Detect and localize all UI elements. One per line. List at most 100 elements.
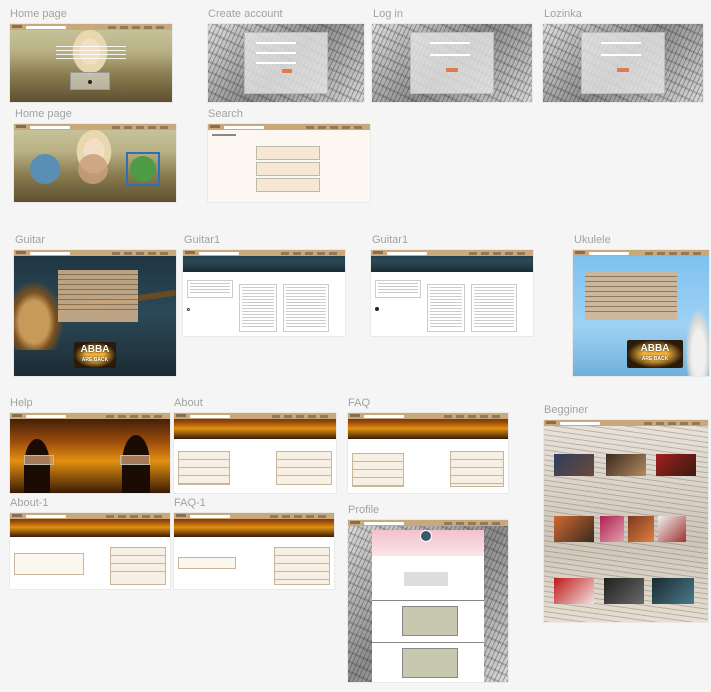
frame-label: Log in [373,8,403,20]
saved-list [402,648,458,678]
video-thumbnail [656,454,696,476]
frame-label: Guitar1 [372,234,409,246]
nav-bar [14,124,176,130]
nav-bar [174,513,334,519]
video-thumbnail [554,516,594,542]
heart-icon [187,308,190,311]
abba-banner: ABBA ARE BACK [74,342,116,368]
thumb-begginer[interactable] [544,420,708,622]
thumb-faq-1[interactable] [174,513,334,589]
video-thumbnail [606,454,646,476]
tab-sheet [283,284,329,332]
thumb-guitar1-b[interactable] [371,250,533,336]
video-thumbnail [554,454,594,476]
content-box [404,572,448,586]
frame-label: Profile [348,504,380,516]
frame-label: About-1 [10,497,49,509]
thumb-home-page-2[interactable] [14,124,176,202]
video-thumbnail [628,516,654,542]
heart-filled-icon [375,307,379,311]
result-row [256,178,320,192]
thumb-search[interactable] [208,124,370,202]
thumb-about-1[interactable] [10,513,170,589]
faq-list [178,451,230,485]
thumb-about[interactable] [174,413,336,493]
saved-list [402,606,458,636]
hero-text [56,46,126,60]
thumb-guitar1-a[interactable] [183,250,345,336]
nav-bar [544,420,708,426]
song-list [58,270,138,322]
abba-line2: ARE BACK [641,356,669,362]
frame-label: Home page [10,8,67,20]
frame-label: Guitar [15,234,45,246]
abba-line1: ABBA [640,343,670,354]
faq-list [450,451,504,487]
selection-box [126,152,160,186]
tab-sheet [471,284,517,332]
video-thumbnail [604,578,644,604]
nav-bar [573,250,709,256]
chord-diagram [187,280,233,298]
guitar-body [14,280,64,350]
chord-diagram [375,280,421,298]
silhouette [24,439,50,493]
nav-bar [208,124,370,130]
video-thumbnail [658,516,686,542]
ukulele-circle [78,154,108,184]
thumb-log-in[interactable] [372,24,532,102]
frame-label: FAQ-1 [174,497,206,509]
frame-label: About [174,397,203,409]
contact-box [14,553,84,575]
answer-box [178,557,236,569]
video-thumbnail [600,516,624,542]
thumb-guitar[interactable]: ABBA ARE BACK [14,250,176,376]
about-button [24,455,54,465]
nav-bar [14,250,176,256]
faq-list [274,547,330,585]
video-thumbnail [554,578,594,604]
frame-label: Help [10,397,33,409]
nav-bar [10,413,170,419]
song-list [585,272,677,320]
results-label [212,134,236,136]
hero-person [50,30,130,102]
thumb-ukulele[interactable]: ABBA ARE BACK [573,250,709,376]
faq-list [110,547,166,585]
faq-list [276,451,332,485]
music-note-icon [88,80,92,84]
frame-label: FAQ [348,397,371,409]
abba-line1: ABBA [80,344,110,355]
frame-label: Begginer [544,404,589,416]
nav-bar [348,413,508,419]
abba-line2: ARE BACK [81,357,109,363]
tab-sheet [427,284,465,332]
frame-label: Home page [15,108,72,120]
nav-bar [10,24,172,30]
avatar [420,530,432,542]
video-thumbnail [652,578,694,604]
tab-sheet [239,284,277,332]
nav-bar [371,250,533,256]
thumb-lozinka[interactable] [543,24,703,102]
thumb-faq[interactable] [348,413,508,493]
thumb-create-account[interactable] [208,24,364,102]
frame-label: Guitar1 [184,234,221,246]
nav-bar [348,520,508,526]
ukulele-body [683,300,709,376]
thumb-profile[interactable] [348,520,508,682]
guitar-circle [30,154,60,184]
nav-bar [174,413,336,419]
frame-label: Create account [208,8,283,20]
frame-label: Ukulele [574,234,611,246]
submit-button [282,69,292,73]
nav-bar [183,250,345,256]
result-row [256,162,320,176]
nav-bar [10,513,170,519]
login-button [446,68,458,72]
result-row [256,146,320,160]
faq-button [120,455,150,465]
thumb-home-page-1[interactable] [10,24,172,102]
frame-label: Search [208,108,243,120]
thumb-help[interactable] [10,413,170,493]
